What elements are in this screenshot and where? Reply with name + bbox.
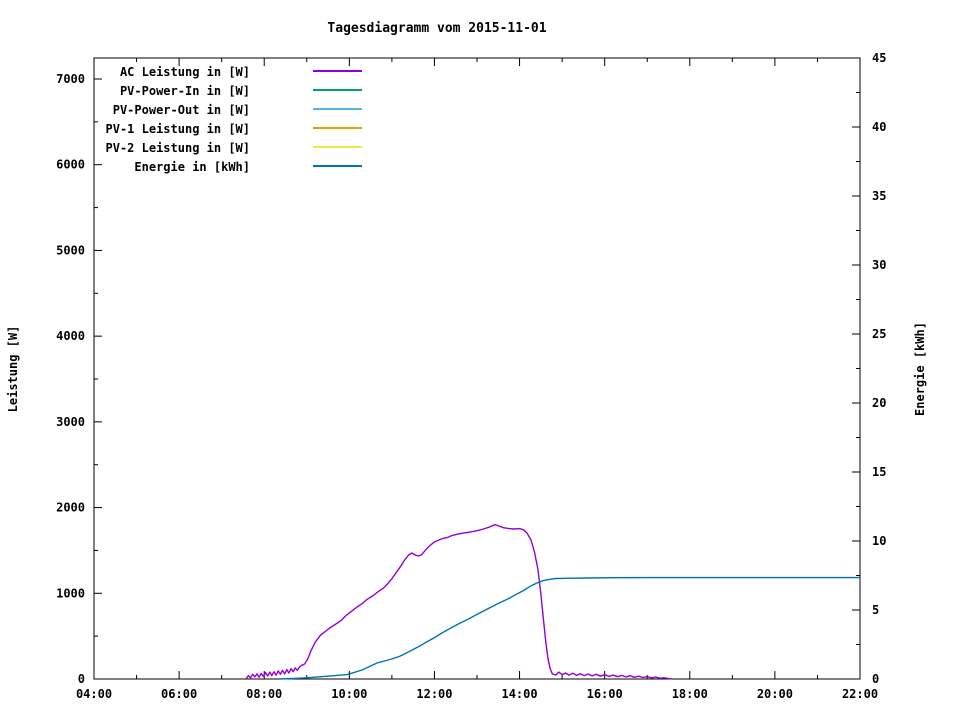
y-tick-label: 6000 [56,158,85,172]
x-tick-label: 14:00 [501,687,537,701]
y-axis-label: Leistung [W] [6,326,20,413]
series-line-5 [279,576,860,680]
x-tick-label: 08:00 [246,687,282,701]
y-tick-label: 3000 [56,415,85,429]
x-tick-label: 04:00 [76,687,112,701]
series-line-0 [245,524,672,680]
y2-tick-label: 35 [872,189,886,203]
x-tick-label: 22:00 [842,687,878,701]
legend-label-pv-power-out: PV-Power-Out in [W] [113,103,250,117]
y-tick-label: 5000 [56,243,85,257]
y-tick-label: 7000 [56,72,85,86]
y2-tick-label: 40 [872,120,886,134]
series-layer [245,524,860,680]
x-tick-label: 16:00 [587,687,623,701]
legend-label-pv2-leistung: PV-2 Leistung in [W] [106,141,251,155]
y-tick-label: 1000 [56,586,85,600]
x-tick-label: 18:00 [672,687,708,701]
y-tick-label: 0 [78,672,85,686]
y2-tick-label: 0 [872,672,879,686]
y2-tick-label: 25 [872,327,886,341]
y2-tick-label: 15 [872,465,886,479]
legend-label-pv-power-in: PV-Power-In in [W] [120,84,250,98]
y2-axis-label: Energie [kWh] [913,322,927,416]
axes-layer: 04:00 06:00 08:00 10:00 12:00 14:00 16:00 18:00… [56,51,886,701]
x-tick-label: 06:00 [161,687,197,701]
y2-tick-label: 10 [872,534,886,548]
legend-label-ac-leistung: AC Leistung in [W] [120,65,250,79]
y2-tick-label: 30 [872,258,886,272]
y2-tick-label: 5 [872,603,879,617]
x-tick-label: 10:00 [331,687,367,701]
y2-tick-label: 45 [872,51,886,65]
legend-label-pv1-leistung: PV-1 Leistung in [W] [106,122,251,136]
y-tick-label: 4000 [56,329,85,343]
x-tick-label: 12:00 [416,687,452,701]
y2-tick-label: 20 [872,396,886,410]
chart-title: Tagesdiagramm vom 2015-11-01 [327,21,546,36]
legend-label-energie: Energie in [kWh] [134,160,250,174]
legend: AC Leistung in [W] PV-Power-In in [W] PV… [106,65,362,174]
x-tick-label: 20:00 [757,687,793,701]
y-tick-label: 2000 [56,501,85,515]
